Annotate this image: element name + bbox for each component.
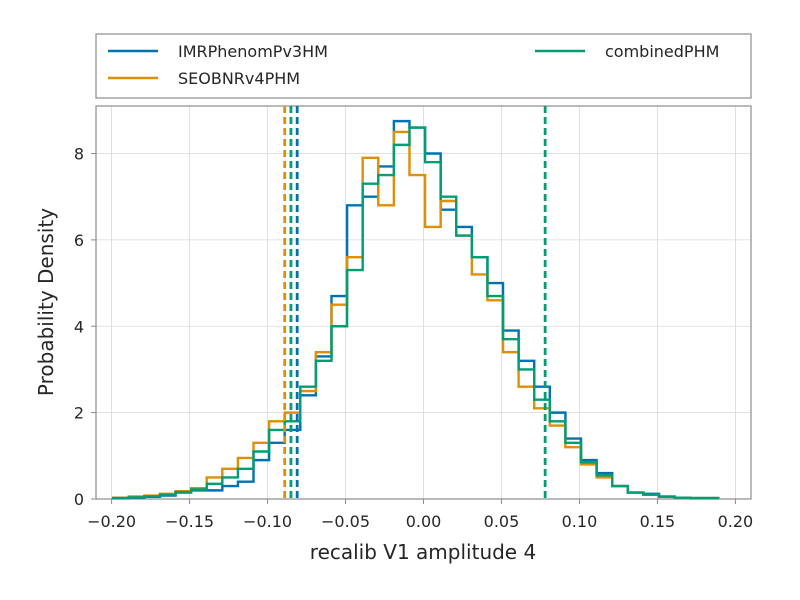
x-tick-label: 0.05 [484,512,520,531]
x-tick-label: 0.10 [562,512,598,531]
y-tick-label: 4 [74,317,84,336]
histogram-combinedphm [111,126,720,500]
legend-label-imrphenompv3hm: IMRPhenomPv3HM [178,42,328,61]
legend-label-combinedphm: combinedPHM [605,42,719,61]
legend-label-seobnrv4phm: SEOBNRv4PHM [178,69,300,88]
x-axis-label: recalib V1 amplitude 4 [310,540,536,564]
x-tick-label: 0.00 [406,512,442,531]
y-tick-label: 6 [74,231,84,250]
y-axis-label: Probability Density [34,208,58,396]
x-tick-label: 0.15 [640,512,676,531]
y-axis-ticks: 0 2 4 6 8 [74,145,96,509]
series-layer [111,119,720,500]
x-tick-label: −0.20 [87,512,136,531]
y-tick-label: 8 [74,145,84,164]
y-tick-label: 0 [74,490,84,509]
x-tick-label: −0.10 [243,512,292,531]
y-tick-label: 2 [74,404,84,423]
x-axis-ticks: −0.20 −0.15 −0.10 −0.05 0.00 0.05 0.10 0.15 0.20 [87,499,753,531]
legend: IMRPhenomPv3HM SEOBNRv4PHM combinedPHM [95,33,752,99]
x-tick-label: −0.15 [165,512,214,531]
legend-box [95,33,752,99]
x-tick-label: 0.20 [718,512,754,531]
x-tick-label: −0.05 [321,512,370,531]
